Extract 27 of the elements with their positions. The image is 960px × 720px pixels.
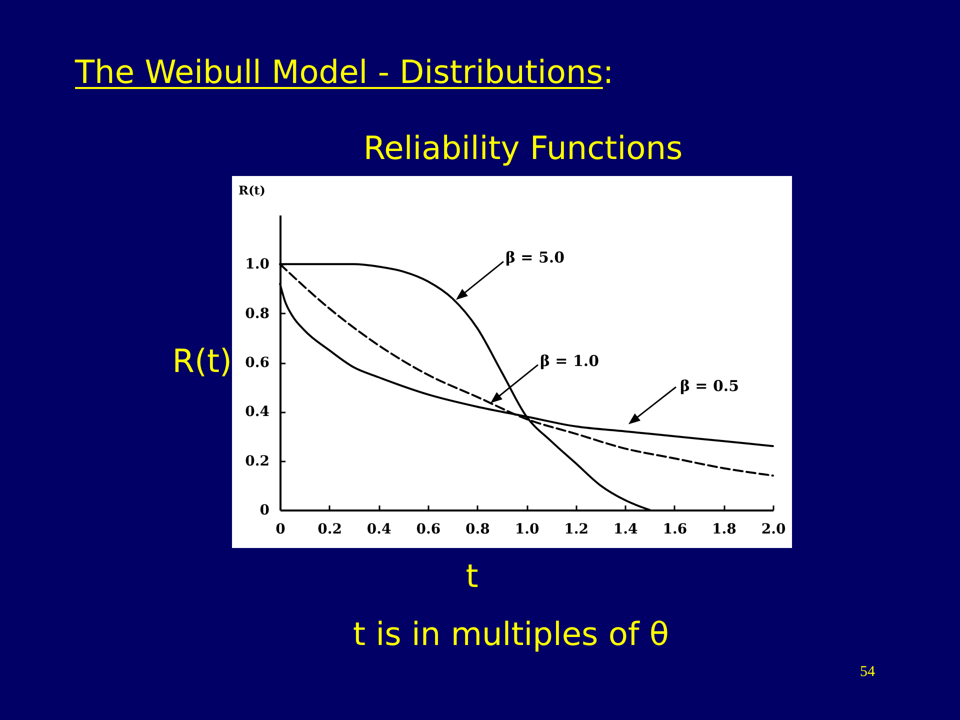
annotation: β = 5.0 <box>505 248 565 267</box>
y-axis-title: R(t) <box>238 184 266 198</box>
x-tick-label: 0.8 <box>466 522 490 538</box>
y-tick-label: 1.0 <box>245 256 270 273</box>
text: R(t) <box>172 342 232 380</box>
x-tick-label: 0 <box>276 522 286 538</box>
x-tick-label: 1.8 <box>712 522 736 538</box>
chart-title: The Weibull Model - Distributions: <box>75 53 614 91</box>
x-tick-label: 0.4 <box>366 522 392 538</box>
y-tick-label: 0.8 <box>245 306 270 322</box>
x-tick-label: 0.6 <box>416 522 441 538</box>
text: t is in multiples of θ <box>353 615 669 653</box>
annotation: β = 1.0 <box>540 352 600 370</box>
x-tick-label: 2.0 <box>761 522 786 538</box>
text: 54 <box>860 664 875 680</box>
x-tick-label: 1.0 <box>514 522 540 538</box>
y-tick-label: 0.4 <box>245 404 270 420</box>
y-tick-label: 0 <box>260 502 270 518</box>
x-tick-label: 1.2 <box>564 522 588 538</box>
x-axis-title: t <box>466 557 478 595</box>
y-tick-label: 0.6 <box>245 355 270 371</box>
x-tick-label: 1.4 <box>613 522 638 538</box>
x-tick-label: 0.2 <box>318 522 342 538</box>
chart-subtitle: Reliability Functions <box>363 129 683 167</box>
x-tick-label: 1.6 <box>662 522 688 538</box>
y-tick-label: 0.2 <box>245 453 270 470</box>
annotation: β = 0.5 <box>680 377 740 395</box>
